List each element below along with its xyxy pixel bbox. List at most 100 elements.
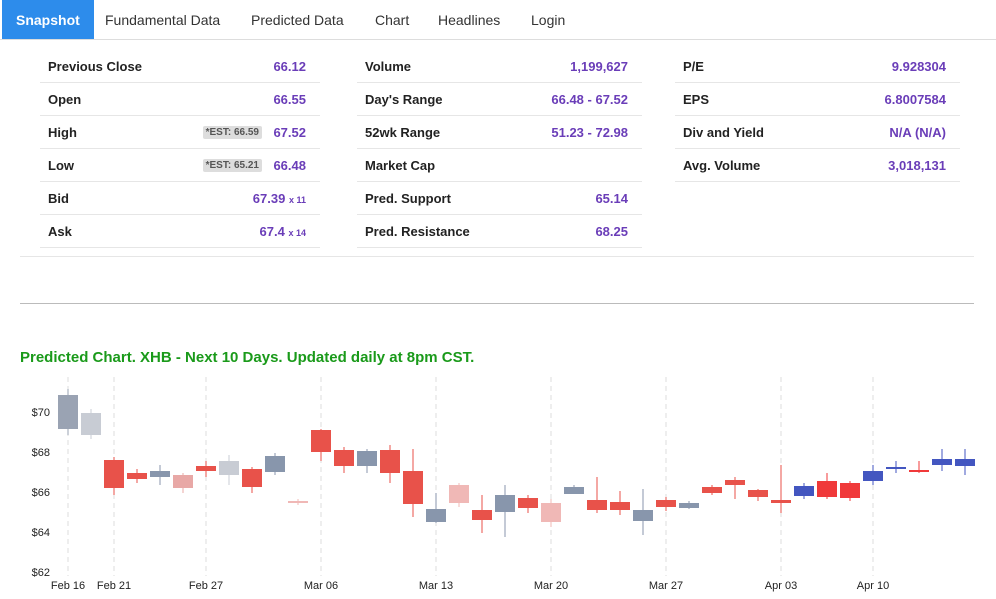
- candle-body: [748, 490, 768, 497]
- candle-body: [495, 495, 515, 512]
- candle-body: [334, 450, 354, 466]
- stat-value: 67.39 x 11: [253, 191, 306, 206]
- y-tick-label: $68: [32, 447, 50, 459]
- stat-number: 1,199,627: [570, 59, 628, 74]
- stat-value: 66.48 - 67.52: [551, 92, 628, 107]
- stat-number: 68.25: [595, 224, 628, 239]
- chart: $62 $64 $66 $68 $70 Feb 16 Feb 21 Feb 27 Mar 06 M…: [32, 377, 975, 592]
- candle-body: [196, 466, 216, 471]
- y-tick-label: $70: [32, 407, 50, 419]
- stat-label: Open: [48, 92, 82, 107]
- candle-body: [265, 456, 285, 472]
- candle-body: [426, 509, 446, 522]
- stat-label: Pred. Resistance: [365, 224, 470, 239]
- stats-row: Avg. Volume 3,018,131: [675, 149, 960, 182]
- stats-column: Volume 1,199,627 Day's Range 66.48 - 67.52 5…: [357, 50, 642, 248]
- stat-number: 67.39: [252, 191, 286, 206]
- stat-number: 66.55: [273, 92, 306, 107]
- stat-value: 68.25: [595, 224, 628, 239]
- candle-body: [932, 459, 952, 465]
- tab[interactable]: Fundamental Data: [105, 12, 221, 28]
- stat-label: Market Cap: [365, 158, 436, 173]
- tab[interactable]: Login: [531, 12, 566, 28]
- stat-suffix: x 11: [288, 195, 306, 205]
- candle-body: [380, 450, 400, 473]
- stat-value: 1,199,627: [570, 59, 628, 74]
- candle-body: [219, 461, 239, 475]
- stat-label: High: [48, 125, 77, 140]
- stat-label: Pred. Support: [365, 191, 451, 206]
- candle-body: [702, 487, 722, 493]
- stats-row: Open 66.55: [40, 83, 320, 116]
- stat-number: N/A (N/A): [889, 125, 946, 140]
- candle-body: [127, 473, 147, 479]
- candle-body: [472, 510, 492, 520]
- candle-body: [679, 503, 699, 508]
- candle-body: [173, 475, 193, 488]
- candle-body: [311, 430, 331, 452]
- stat-label: P/E: [683, 59, 704, 74]
- x-tick-label: Mar 20: [534, 580, 568, 592]
- candle-body: [886, 467, 906, 469]
- stat-number: 66.48: [273, 158, 306, 173]
- candle-body: [794, 486, 814, 496]
- candle-body: [587, 500, 607, 510]
- stat-value: 9.928304: [892, 59, 946, 74]
- stats-row: Bid 67.39 x 11: [40, 182, 320, 215]
- stat-value: 51.23 - 72.98: [551, 125, 628, 140]
- stat-label: Bid: [48, 191, 69, 206]
- stats-row: Volume 1,199,627: [357, 50, 642, 83]
- stat-value: N/A (N/A): [889, 125, 946, 140]
- candle-body: [150, 471, 170, 477]
- x-tick-label: Feb 21: [97, 580, 131, 592]
- stats-row: P/E 9.928304: [675, 50, 960, 83]
- est-badge: *EST: 65.21: [202, 159, 262, 172]
- divider: [20, 303, 974, 304]
- stats-row: 52wk Range 51.23 - 72.98: [357, 116, 642, 149]
- tab[interactable]: Chart: [375, 12, 410, 28]
- stats-row: Market Cap: [357, 149, 642, 182]
- stat-label: 52wk Range: [365, 125, 441, 140]
- candle-body: [58, 395, 78, 429]
- candle-body: [909, 470, 929, 472]
- stats-row: High 67.52 *EST: 66.59: [40, 116, 320, 149]
- stats-row: EPS 6.8007584: [675, 83, 960, 116]
- candle-body: [817, 481, 837, 497]
- x-tick-label: Mar 06: [304, 580, 338, 592]
- stat-value: 66.55: [273, 92, 306, 107]
- candle-body: [518, 498, 538, 508]
- tab[interactable]: Headlines: [438, 12, 501, 28]
- candle-body: [564, 487, 584, 494]
- stat-label: Volume: [365, 59, 411, 74]
- x-tick-label: Mar 27: [649, 580, 683, 592]
- candle-body: [81, 413, 101, 435]
- stat-value: 3,018,131: [888, 158, 946, 173]
- stats-row: Ask 67.4 x 14: [40, 215, 320, 248]
- stats-row: Day's Range 66.48 - 67.52: [357, 83, 642, 116]
- tab[interactable]: Snapshot: [2, 0, 94, 39]
- tab-bar: Snapshot Fundamental Data Predicted Data Ch…: [0, 0, 996, 40]
- stat-label: EPS: [683, 92, 710, 107]
- stat-label: Low: [48, 158, 74, 173]
- stat-label: Div and Yield: [683, 125, 764, 140]
- x-tick-label: Mar 13: [419, 580, 453, 592]
- stat-value: 67.52: [273, 125, 306, 140]
- candle-body: [656, 500, 676, 507]
- candle-body: [403, 471, 423, 504]
- stat-label: Day's Range: [365, 92, 443, 107]
- candle-body: [725, 480, 745, 485]
- stat-label: Avg. Volume: [683, 158, 761, 173]
- stat-value: 66.12: [273, 59, 306, 74]
- candle-body: [610, 502, 630, 510]
- stats-row: Pred. Support 65.14: [357, 182, 642, 215]
- stats-row: Previous Close 66.12: [40, 50, 320, 83]
- tab[interactable]: Predicted Data: [251, 12, 344, 28]
- stat-value: 67.4 x 14: [260, 224, 306, 239]
- candle-body: [955, 459, 975, 466]
- stat-value: 65.14: [595, 191, 628, 206]
- candle-body: [288, 501, 308, 503]
- candle-body: [357, 451, 377, 466]
- est-badge: *EST: 66.59: [202, 126, 262, 139]
- stat-number: 6.8007584: [884, 92, 946, 107]
- stat-label: Previous Close: [48, 59, 142, 74]
